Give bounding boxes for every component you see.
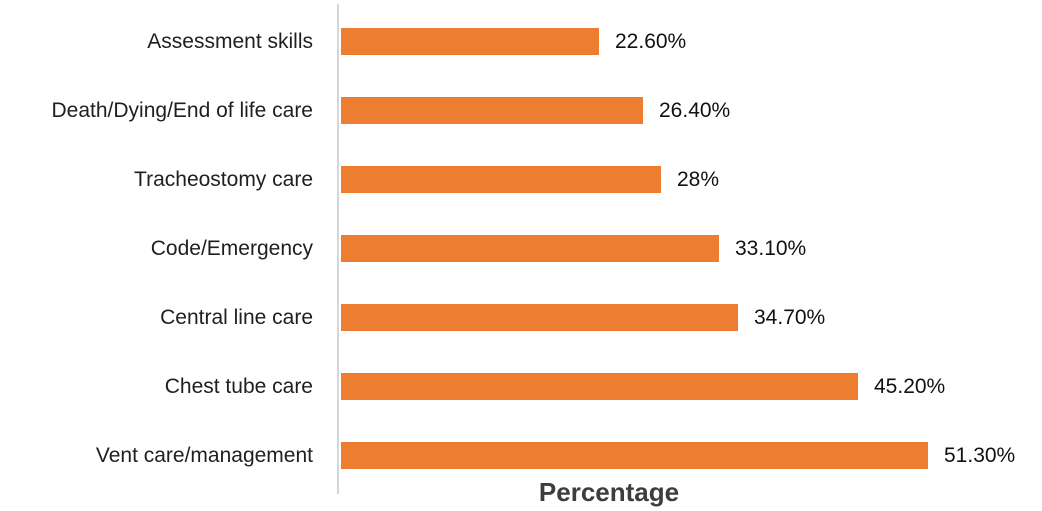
value-label: 34.70% — [754, 305, 826, 329]
chart-row: Chest tube care 45.20% — [0, 352, 1042, 421]
category-label: Vent care/management — [95, 443, 313, 467]
category-label: Code/Emergency — [150, 236, 313, 260]
y-axis-line — [337, 4, 339, 494]
chart-row: Code/Emergency 33.10% — [0, 214, 1042, 283]
chart-row: Vent care/management 51.30% — [0, 421, 1042, 490]
chart-row: Death/Dying/End of life care 26.40% — [0, 76, 1042, 145]
value-label: 33.10% — [735, 236, 807, 260]
value-label: 28% — [677, 167, 720, 191]
value-label: 51.30% — [944, 443, 1016, 467]
category-label: Assessment skills — [147, 29, 313, 53]
bar — [341, 373, 858, 400]
value-label: 26.40% — [659, 98, 731, 122]
x-axis-title: Percentage — [538, 477, 680, 507]
bar — [341, 304, 738, 331]
bar — [341, 166, 661, 193]
category-label: Tracheostomy care — [134, 167, 313, 191]
value-label: 45.20% — [874, 374, 946, 398]
bar — [341, 235, 719, 262]
value-label: 22.60% — [615, 29, 687, 53]
bar — [341, 442, 928, 469]
bar — [341, 28, 599, 55]
category-label: Central line care — [160, 305, 313, 329]
bar — [341, 97, 643, 124]
category-label: Death/Dying/End of life care — [51, 98, 313, 122]
chart-row: Assessment skills 22.60% — [0, 7, 1042, 76]
chart-row: Tracheostomy care 28% — [0, 145, 1042, 214]
chart-rows: Assessment skills 22.60% Death/Dying/End o… — [0, 7, 1042, 490]
chart-row: Central line care 34.70% — [0, 283, 1042, 352]
category-label: Chest tube care — [164, 374, 313, 398]
